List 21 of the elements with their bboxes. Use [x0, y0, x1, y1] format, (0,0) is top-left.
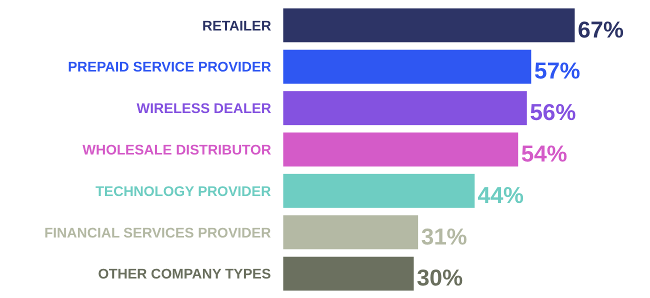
data-label: 54% — [521, 140, 568, 166]
y-tick-label: RETAILER — [202, 17, 272, 34]
y-tick-label: WHOLESALE DISTRIBUTOR — [82, 142, 272, 158]
bar — [283, 215, 418, 250]
data-label: 44% — [478, 182, 524, 208]
data-label: 57% — [534, 58, 580, 84]
data-label: 56% — [530, 99, 576, 126]
y-tick-label: PREPAID SERVICE PROVIDER — [68, 58, 272, 75]
bar — [283, 256, 414, 291]
y-tick-label: OTHER COMPANY TYPES — [98, 266, 271, 282]
y-tick-label: WIRELESS DEALER — [136, 100, 272, 116]
data-label: 31% — [421, 223, 468, 250]
bar — [283, 91, 527, 126]
data-label: 67% — [578, 16, 624, 42]
bar — [283, 50, 532, 84]
y-tick-label: TECHNOLOGY PROVIDER — [95, 182, 271, 199]
bar — [283, 132, 518, 166]
data-label: 30% — [416, 264, 463, 291]
y-tick-label: FINANCIAL SERVICES PROVIDER — [44, 224, 271, 240]
bar — [283, 8, 575, 42]
bar — [283, 174, 475, 208]
